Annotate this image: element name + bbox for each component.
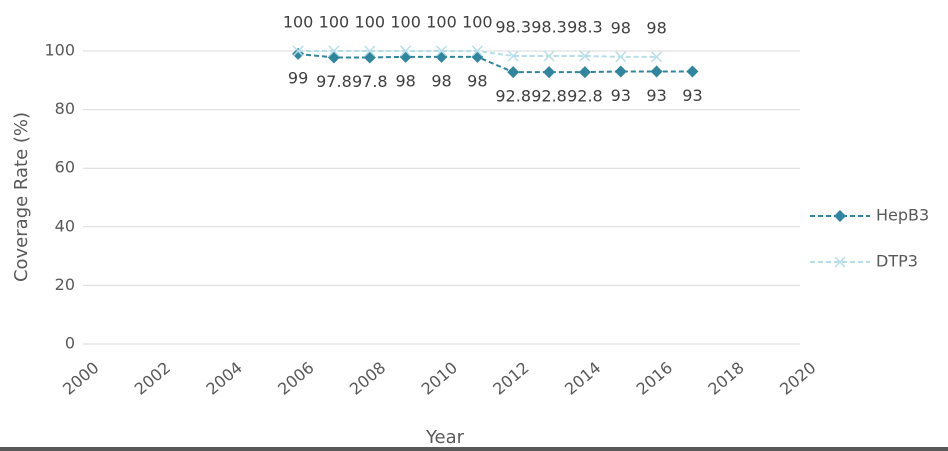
data-label: 98 (467, 71, 487, 90)
point (399, 50, 412, 63)
data-label: 93 (682, 86, 702, 105)
data-label: 100 (426, 13, 457, 32)
point (328, 45, 340, 57)
data-label: 92.8 (495, 87, 531, 106)
y-tick-label: 80 (55, 99, 75, 118)
point (650, 65, 663, 78)
bottom-edge (0, 447, 948, 451)
data-label: 98 (646, 18, 666, 37)
point (471, 45, 483, 57)
point (435, 45, 448, 57)
y-tick-label: 100 (44, 41, 75, 60)
y-tick-label: 60 (55, 158, 75, 177)
point (686, 65, 699, 78)
point (578, 66, 591, 79)
legend-label: HepB3 (876, 206, 929, 225)
data-label: 93 (611, 86, 631, 105)
data-label: 100 (462, 13, 493, 32)
data-label: 98.3 (567, 17, 603, 36)
data-label: 97.8 (352, 72, 388, 91)
point (834, 210, 846, 222)
data-label: 97.8 (316, 72, 352, 91)
point (435, 50, 448, 63)
x-tick-label: 2020 (776, 358, 819, 399)
series-line (298, 52, 693, 74)
point (471, 50, 484, 63)
x-tick-label: 2002 (131, 358, 174, 399)
x-tick-label: 2018 (704, 358, 747, 399)
x-tick-label: 2000 (59, 358, 102, 399)
point (292, 45, 304, 57)
data-label: 92.8 (531, 87, 567, 106)
data-label: 98 (611, 18, 631, 37)
x-tick-label: 2008 (346, 358, 389, 399)
data-label: 92.8 (567, 87, 603, 106)
data-label: 100 (390, 13, 421, 32)
point (363, 51, 376, 64)
x-tick-label: 2010 (418, 358, 461, 399)
x-tick-label: 2006 (274, 358, 317, 399)
data-label: 98.3 (531, 17, 567, 36)
x-tick-label: 2004 (202, 358, 245, 399)
point (579, 50, 591, 62)
x-tick-label: 2014 (561, 358, 604, 399)
data-label: 100 (355, 13, 386, 32)
point (543, 50, 555, 62)
y-tick-label: 20 (55, 275, 75, 294)
data-label: 93 (646, 86, 666, 105)
y-tick-label: 40 (55, 216, 75, 235)
point (327, 51, 340, 64)
data-label: 99 (288, 68, 308, 87)
data-label: 100 (283, 13, 314, 32)
data-label: 100 (319, 13, 350, 32)
point (614, 65, 627, 78)
x-tick-label: 2012 (489, 358, 532, 399)
x-axis-title: Year (425, 427, 465, 448)
legend-label: DTP3 (876, 252, 918, 271)
x-tick-label: 2016 (633, 358, 676, 399)
point (543, 66, 556, 79)
data-label: 98.3 (495, 17, 531, 36)
point (292, 47, 305, 60)
point (507, 66, 520, 79)
point (364, 45, 376, 57)
point (507, 50, 519, 62)
data-label: 98 (431, 71, 451, 90)
point (834, 256, 846, 268)
data-label: 98 (395, 71, 415, 90)
point (615, 51, 627, 63)
y-axis-title: Coverage Rate (%) (11, 112, 32, 282)
y-tick-label: 0 (65, 334, 75, 353)
point (651, 51, 663, 63)
point (400, 45, 412, 57)
